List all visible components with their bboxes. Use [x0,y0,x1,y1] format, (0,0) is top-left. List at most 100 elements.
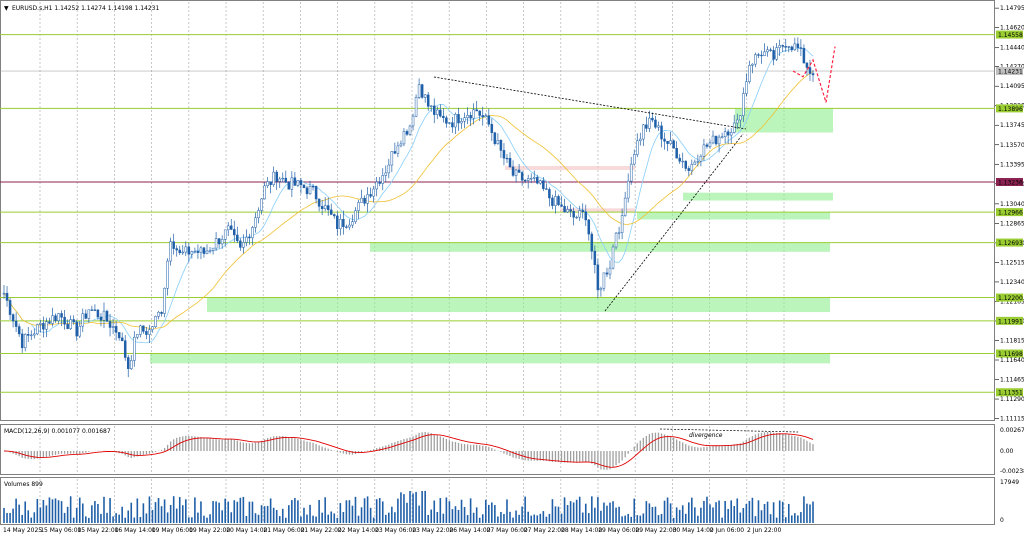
candle-body [542,180,545,189]
candle-body [729,132,733,136]
level-tag [996,349,1023,358]
candle-body [545,188,548,190]
candle-body [375,181,378,190]
candle-body [739,115,742,121]
candle-body [217,238,221,245]
candle-body [329,209,333,215]
candle-body [620,215,624,233]
candle-body [181,251,185,254]
candle-body [411,115,415,127]
candle-body [342,218,345,227]
candle-body [333,214,336,217]
candle-body [590,233,594,252]
candle-body [763,51,766,57]
candle-body [123,340,127,358]
candle-body [417,84,421,98]
candle-body [796,43,800,48]
candle-body [593,250,597,266]
candle-body [248,236,251,239]
macd-signal-line [3,433,814,468]
candle-body [623,197,627,216]
candle-body [293,177,297,186]
candle-body [120,337,124,341]
candle-body [245,236,248,243]
macd-tick-label: 0.00 [1000,448,1014,455]
candle-body [611,246,615,269]
candle-body [499,140,503,151]
candle-body [281,177,285,180]
candle-body [626,180,630,199]
level-tag [996,30,1023,39]
demand-zone [370,242,830,252]
candle-body [460,121,463,124]
candle-body [484,115,488,118]
candle-body [405,131,409,135]
macd-title: MACD(12,26,9) 0.001077 0.001687 [4,428,111,435]
level-tag [996,104,1023,113]
x-tick-label: 27 May 22:00 [524,527,565,534]
candle-body [548,189,551,199]
candle-body [766,49,769,53]
candle-body [769,49,772,51]
y-tick-label: 1.13745 [1000,122,1024,129]
candle-body [572,210,575,218]
candle-body [533,177,536,179]
candle-body [614,232,618,248]
candle-body [148,329,151,335]
candle-body [439,109,442,117]
candle-body [136,334,139,338]
candle-body [742,93,745,116]
candle-body [126,357,130,369]
forecast-line [792,46,836,103]
candle-body [84,313,88,319]
candle-body [466,115,469,118]
candle-body [311,186,315,188]
candle-body [666,141,669,144]
candle-body [169,241,172,262]
candle-body [239,240,242,248]
candle-body [320,206,324,210]
candle-body [363,197,366,204]
candle-body [114,326,118,333]
candle-body [802,47,806,64]
candle-body [278,178,281,182]
candle-body [708,142,712,147]
candle-body [529,178,533,180]
candle-body [717,136,721,145]
candle-body [505,157,509,160]
candle-body [520,172,524,181]
candle-body [705,144,709,147]
candle-body [99,316,103,321]
candle-body [396,145,400,154]
candle-body [348,224,351,228]
ma-slow-line [3,71,814,330]
candle-body [236,234,239,242]
x-tick-label: 21 May 06:00 [263,527,304,534]
x-tick-label: 21 May 22:00 [301,527,342,534]
candle-body [372,188,375,197]
candle-body [314,186,318,200]
candle-body [160,311,163,314]
candle-body [790,46,794,51]
candle-body [493,132,497,144]
candle-body [554,196,557,206]
candle-body [402,131,406,145]
candle-body [5,292,9,301]
candle-body [381,175,384,184]
candle-body [387,164,391,174]
candle-body [799,47,803,49]
macd-pane[interactable] [0,424,995,475]
volume-title: Volumes 899 [4,481,43,488]
candle-body [711,135,715,144]
candle-body [420,84,424,98]
chart-dropdown-icon[interactable]: ▼ [4,5,9,12]
candle-body [636,140,639,155]
price-pane[interactable] [0,0,995,421]
candle-body [693,161,697,165]
candle-body [336,215,339,229]
y-tick-label: 1.14620 [1000,25,1024,32]
candle-body [175,248,178,251]
y-tick-label: 1.11640 [1000,357,1024,364]
